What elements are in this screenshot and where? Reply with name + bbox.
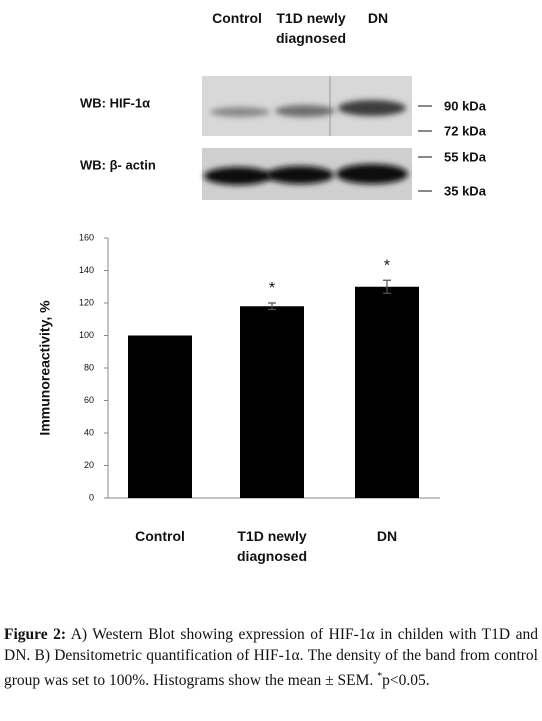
marker-label: 72 kDa [444,123,487,138]
blot-band [210,107,270,117]
caption: Figure 2: A) Western Blot showing expres… [4,624,538,691]
blot-band [266,166,334,184]
lane-label: DN [367,10,389,26]
y-tick-label: 120 [79,297,94,307]
caption-sup: * [377,671,383,682]
marker-label: 90 kDa [444,98,487,113]
caption-text: p<0.05. [382,672,430,690]
error-bar [383,279,391,294]
y-tick-label: 140 [79,265,94,275]
lane-label: T1D newly diagnosed [276,10,347,46]
x-tick-label: T1D newly diagnosed [237,528,308,564]
lane-label: Control [212,10,262,26]
x-tick-label: Control [135,528,185,544]
y-tick-label: 60 [84,395,94,405]
error-bar [268,302,276,311]
marker-label: 55 kDa [444,149,487,164]
caption-label: Figure 2: [4,626,67,643]
blot-row-label: WB: β- actin [80,157,156,172]
blot-band [275,105,335,117]
blot-band [336,164,408,184]
y-axis-label: Immunoreactivity, % [37,300,53,436]
y-tick-label: 20 [84,460,94,470]
caption-text: A) Western Blot showing expression of HI… [4,626,538,690]
y-tick-label: 100 [79,330,94,340]
marker-label: 35 kDa [444,183,487,198]
bar [355,286,419,498]
significance-mark: * [269,280,275,297]
bar [128,335,192,498]
y-tick-label: 80 [84,362,94,372]
y-tick-label: 160 [79,232,94,242]
blot-row-label: WB: HIF-1α [80,95,150,110]
y-tick-label: 40 [84,427,94,437]
bar [240,306,304,498]
significance-mark: * [384,257,390,274]
blot-band [204,167,272,185]
blot-band [338,100,406,116]
y-tick-label: 0 [89,492,94,502]
x-tick-label: DN [376,528,398,544]
